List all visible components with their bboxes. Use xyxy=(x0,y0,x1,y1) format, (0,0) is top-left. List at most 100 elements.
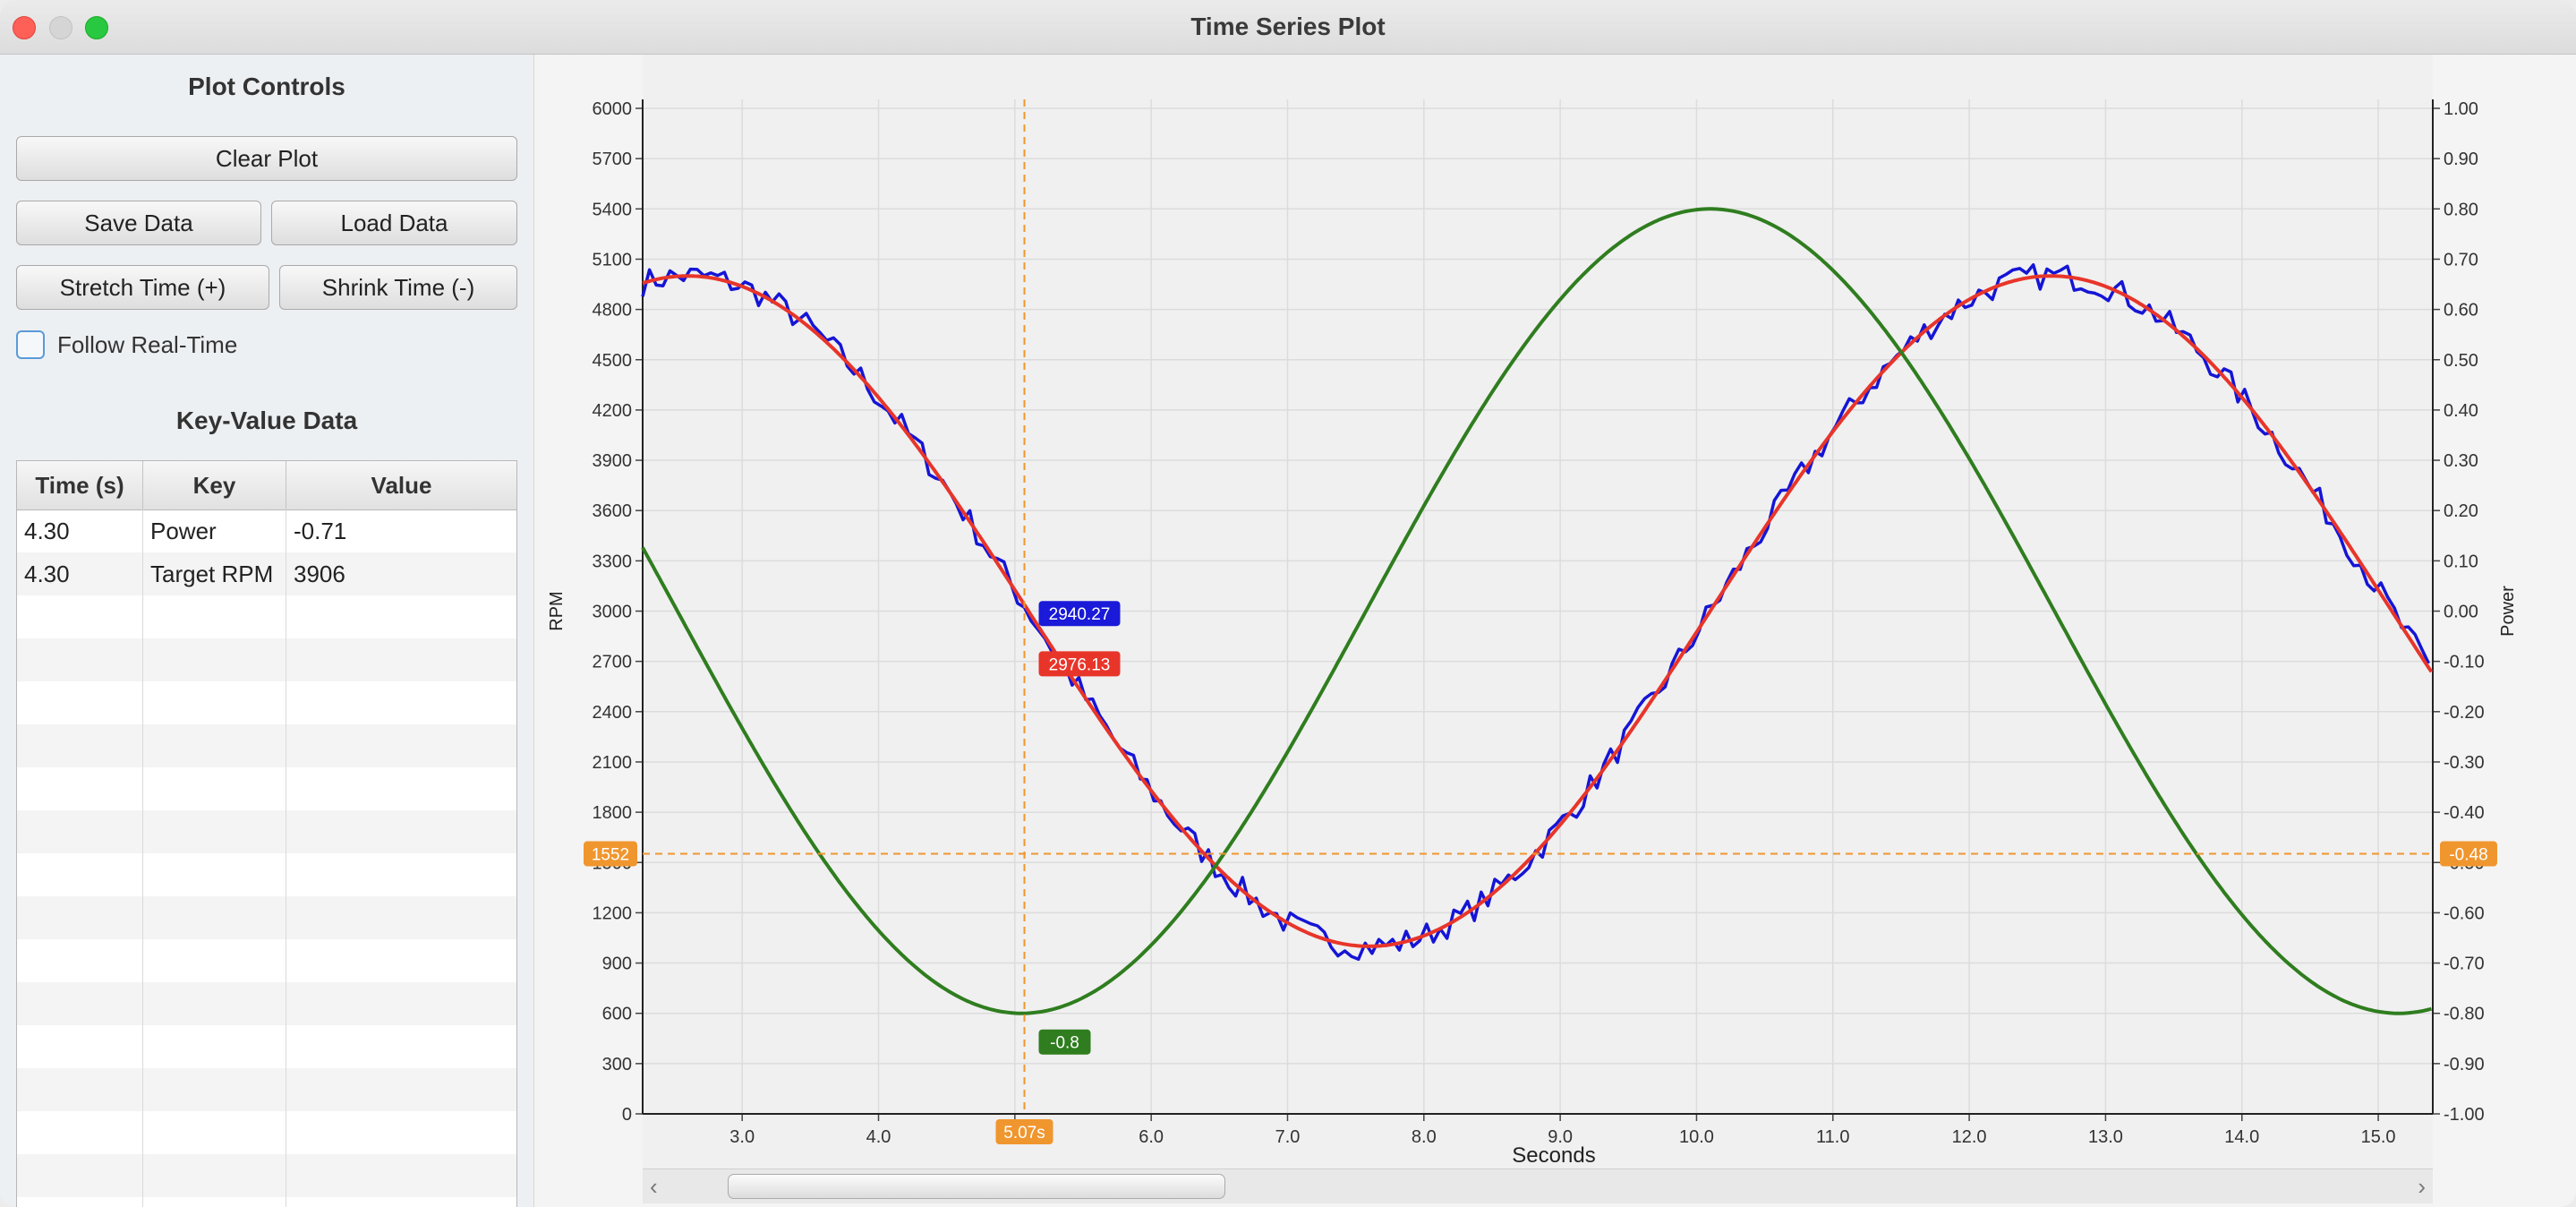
crosshair-x-label: 5.07s xyxy=(1003,1124,1045,1143)
table-row[interactable] xyxy=(17,810,516,853)
cell-value xyxy=(286,853,516,896)
crosshair-y-left-label: 1552 xyxy=(592,846,629,865)
cell-key xyxy=(143,595,286,638)
y-tick-label: 5700 xyxy=(593,150,633,169)
minimize-window-button[interactable] xyxy=(49,16,73,39)
cell-key xyxy=(143,1197,286,1207)
x-tick-label: 7.0 xyxy=(1275,1127,1301,1147)
x-tick-label: 3.0 xyxy=(729,1127,755,1147)
table-header: Time (s) Key Value xyxy=(17,461,516,510)
y-tick-label: 3000 xyxy=(593,603,633,622)
y2-tick-label: -0.70 xyxy=(2444,954,2485,974)
cell-key xyxy=(143,810,286,853)
cell-value xyxy=(286,638,516,681)
cell-key: Power xyxy=(143,509,286,552)
cell-value xyxy=(286,1068,516,1111)
follow-realtime-label: Follow Real-Time xyxy=(57,331,238,358)
x-tick-label: 15.0 xyxy=(2361,1127,2396,1147)
table-row[interactable] xyxy=(17,939,516,982)
y2-tick-label: 0.00 xyxy=(2444,603,2478,622)
time-series-chart[interactable]: 0300600900120015001800210024002700300033… xyxy=(534,55,2576,1207)
cell-value xyxy=(286,1197,516,1207)
cell-time xyxy=(17,1154,143,1197)
series-line-power[interactable] xyxy=(641,207,2432,1015)
key-value-table[interactable]: Time (s) Key Value 4.30 Power -0.71 4.30 Tar… xyxy=(16,460,517,1207)
table-row[interactable]: 4.30 Power -0.71 xyxy=(17,509,516,552)
window-title: Time Series Plot xyxy=(1190,13,1386,40)
cell-key xyxy=(143,896,286,939)
shrink-time-button[interactable]: Shrink Time (-) xyxy=(279,265,517,310)
y2-tick-label: -0.20 xyxy=(2444,703,2485,723)
cell-key xyxy=(143,638,286,681)
x-tick-label: 9.0 xyxy=(1548,1127,1573,1147)
x-axis-label: Seconds xyxy=(1512,1143,1595,1168)
y-tick-label: 3300 xyxy=(593,552,633,571)
cell-time xyxy=(17,767,143,810)
cell-time xyxy=(17,681,143,724)
close-window-button[interactable] xyxy=(13,16,36,39)
cell-time xyxy=(17,853,143,896)
y2-tick-label: 1.00 xyxy=(2444,99,2478,119)
cell-key xyxy=(143,1025,286,1068)
scroll-right-arrow-icon[interactable]: › xyxy=(2418,1173,2426,1200)
y-tick-label: 1800 xyxy=(593,803,633,823)
y2-tick-label: 0.50 xyxy=(2444,351,2478,371)
cell-time xyxy=(17,638,143,681)
x-tick-label: 6.0 xyxy=(1139,1127,1164,1147)
table-row[interactable] xyxy=(17,896,516,939)
load-data-button[interactable]: Load Data xyxy=(271,201,517,245)
x-tick-label: 14.0 xyxy=(2224,1127,2259,1147)
y-tick-label: 3900 xyxy=(593,451,633,471)
table-row[interactable] xyxy=(17,1068,516,1111)
cell-value xyxy=(286,896,516,939)
cell-value xyxy=(286,595,516,638)
point-label-rpm_target-bg xyxy=(1038,651,1121,677)
table-row[interactable] xyxy=(17,853,516,896)
table-row[interactable] xyxy=(17,1154,516,1197)
series-line-rpm_target[interactable] xyxy=(642,274,2434,948)
crosshair-y-left-label-bg xyxy=(584,841,637,867)
cell-key: Target RPM xyxy=(143,552,286,595)
y2-axis-label: Power xyxy=(2498,586,2518,637)
column-header-key[interactable]: Key xyxy=(143,461,286,509)
y2-tick-label: -0.10 xyxy=(2444,653,2485,672)
stretch-time-button[interactable]: Stretch Time (+) xyxy=(16,265,269,310)
cell-value xyxy=(286,939,516,982)
plot-controls-title: Plot Controls xyxy=(188,73,345,100)
horizontal-scrollbar[interactable]: ‹ › xyxy=(643,1168,2433,1203)
cell-time xyxy=(17,939,143,982)
follow-realtime-checkbox[interactable] xyxy=(16,330,45,359)
cell-time xyxy=(17,1025,143,1068)
table-row[interactable] xyxy=(17,595,516,638)
table-row[interactable] xyxy=(17,1111,516,1154)
maximize-window-button[interactable] xyxy=(85,16,108,39)
cell-value: 3906 xyxy=(294,561,345,587)
y-tick-label: 5100 xyxy=(593,250,633,270)
y2-tick-label: 0.70 xyxy=(2444,250,2478,270)
cell-value xyxy=(286,767,516,810)
table-row[interactable] xyxy=(17,1197,516,1207)
point-label-power-bg xyxy=(1038,1029,1091,1055)
y-tick-label: 600 xyxy=(602,1005,632,1024)
scroll-left-arrow-icon[interactable]: ‹ xyxy=(650,1173,658,1200)
y2-tick-label: -0.80 xyxy=(2444,1005,2485,1024)
y2-tick-label: 0.20 xyxy=(2444,501,2478,521)
cell-time xyxy=(17,1068,143,1111)
table-row[interactable] xyxy=(17,638,516,681)
table-row[interactable] xyxy=(17,724,516,767)
cell-key xyxy=(143,1111,286,1154)
table-row[interactable] xyxy=(17,1025,516,1068)
table-row[interactable] xyxy=(17,982,516,1025)
column-header-time[interactable]: Time (s) xyxy=(17,461,143,509)
scrollbar-thumb[interactable] xyxy=(728,1174,1225,1199)
cell-key xyxy=(143,1068,286,1111)
table-row[interactable] xyxy=(17,767,516,810)
column-header-value[interactable]: Value xyxy=(371,472,432,499)
clear-plot-button[interactable]: Clear Plot xyxy=(16,136,517,181)
cell-key xyxy=(143,939,286,982)
y-tick-label: 0 xyxy=(622,1105,632,1125)
table-row[interactable] xyxy=(17,681,516,724)
save-data-button[interactable]: Save Data xyxy=(16,201,261,245)
title-bar: Time Series Plot xyxy=(0,0,2576,55)
table-row[interactable]: 4.30 Target RPM 3906 xyxy=(17,552,516,595)
